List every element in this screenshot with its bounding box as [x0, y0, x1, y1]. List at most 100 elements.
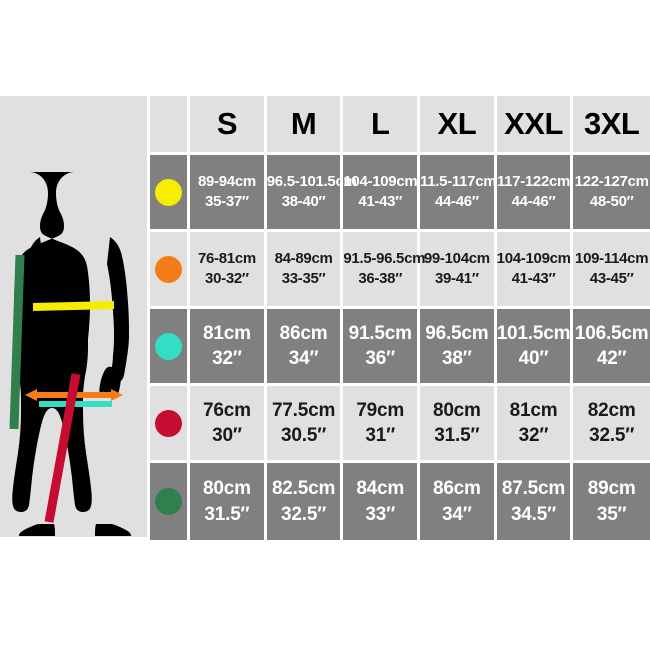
size-chart: S M L XL XXL 3XL 89-94cm 35-37″ 96.5-101… — [0, 96, 650, 540]
value-cm: 81cm — [203, 322, 251, 344]
value-inch: 30.5″ — [281, 425, 327, 446]
value-cm: 91.5cm — [348, 322, 412, 344]
value-cm: 76cm — [203, 399, 251, 421]
value-cm: 99-104cm — [423, 250, 490, 268]
value-inch: 35″ — [596, 503, 627, 525]
value-inch: 34″ — [442, 503, 472, 525]
value-cm: 80cm — [203, 478, 251, 500]
value-inch: 32″ — [212, 348, 242, 369]
cell-sleeve-l: 84cm 33″ — [343, 463, 421, 540]
value-inch: 32″ — [518, 425, 549, 446]
value-inch: 33″ — [365, 503, 396, 525]
value-cm: 117-122cm — [496, 173, 571, 191]
row-marker-cell-sleeve — [150, 463, 191, 540]
cell-sleeve-xxl: 87.5cm 34.5″ — [496, 463, 574, 540]
value-inch: 31″ — [365, 425, 396, 446]
cell-inside-leg-l: 79cm 31″ — [343, 386, 421, 463]
chest-marker-icon — [155, 178, 183, 206]
value-cm: 96.5cm — [425, 322, 489, 344]
sleeve-measure-line — [9, 254, 25, 430]
value-cm: 101.5cm — [496, 322, 571, 344]
value-cm: 82cm — [587, 399, 636, 421]
cell-waist-l: 91.5-96.5cm 36-38″ — [343, 232, 426, 309]
value-cm: 86cm — [279, 322, 328, 344]
header-marker-cell — [150, 96, 191, 155]
cell-chest-xxl: 117-122cm 44-46″ — [496, 155, 574, 232]
value-cm: 79cm — [356, 399, 405, 421]
value-inch: 42″ — [596, 348, 627, 369]
header-size-s[interactable]: S — [190, 96, 267, 155]
value-cm: 82.5cm — [271, 478, 336, 500]
header-size-3xl[interactable]: 3XL — [573, 96, 650, 155]
value-inch: 48-50″ — [589, 193, 634, 210]
cell-hip-xl: 96.5cm 38″ — [420, 309, 497, 386]
header-size-m[interactable]: M — [266, 96, 344, 155]
cell-inside-leg-s: 76cm 30″ — [190, 386, 267, 463]
sleeve-marker-icon — [155, 488, 183, 515]
cell-waist-xxl: 104-109cm 41-43″ — [496, 232, 574, 309]
value-inch: 34.5″ — [510, 503, 557, 525]
table-row: 76cm 30″ 77.5cm 30.5″ 79cm 31″ 80cm 31.5… — [0, 386, 650, 463]
male-silhouette-shape — [12, 172, 132, 536]
value-inch: 33-35″ — [281, 270, 326, 287]
cell-chest-s: 89-94cm 35-37″ — [190, 155, 267, 232]
value-inch: 32.5″ — [281, 503, 327, 525]
value-cm: 84-89cm — [274, 250, 333, 268]
header-size-xl[interactable]: XL — [420, 96, 497, 155]
value-cm: 76-81cm — [197, 250, 256, 268]
header-size-l[interactable]: L — [343, 96, 421, 155]
cell-inside-leg-xxl: 81cm 32″ — [496, 386, 574, 463]
value-inch: 44-46″ — [434, 193, 479, 210]
value-inch: 39-41″ — [434, 270, 479, 287]
header-size-xxl[interactable]: XXL — [496, 96, 574, 155]
value-inch: 31.5″ — [434, 425, 480, 446]
value-inch: 31.5″ — [204, 503, 250, 525]
value-inch: 38″ — [442, 348, 472, 369]
value-inch: 34″ — [288, 348, 319, 369]
value-cm: 11.5-117cm — [420, 173, 497, 191]
table-header-row: S M L XL XXL 3XL — [0, 96, 650, 540]
cell-waist-3xl: 109-114cm 43-45″ — [573, 232, 650, 309]
value-inch: 30″ — [212, 425, 242, 446]
chest-measure-line — [32, 301, 115, 311]
cell-inside-leg-3xl: 82cm 32.5″ — [573, 386, 650, 463]
table-row: 76-81cm 30-32″ 84-89cm 33-35″ 91.5-96.5c… — [0, 232, 650, 309]
table-row: 81cm 32″ 86cm 34″ 91.5cm 36″ 96.5cm 38″ … — [0, 309, 650, 386]
value-cm: 89-94cm — [197, 173, 256, 191]
cell-waist-m: 84-89cm 33-35″ — [266, 232, 344, 309]
row-marker-cell-waist — [150, 232, 191, 309]
value-cm: 91.5-96.5cm — [343, 250, 426, 268]
cell-hip-m: 86cm 34″ — [266, 309, 344, 386]
inside-leg-marker-icon — [155, 409, 183, 437]
value-cm: 86cm — [432, 478, 481, 500]
value-inch: 32.5″ — [589, 425, 635, 446]
cell-chest-m: 96.5-101.5cm 38-40″ — [266, 155, 357, 232]
cell-waist-s: 76-81cm 30-32″ — [190, 232, 267, 309]
cell-waist-xl: 99-104cm 39-41″ — [420, 232, 497, 309]
cell-sleeve-s: 80cm 31.5″ — [190, 463, 267, 540]
value-cm: 80cm — [432, 399, 481, 421]
value-inch: 30-32″ — [205, 270, 249, 287]
value-cm: 106.5cm — [574, 322, 649, 344]
cell-sleeve-xl: 86cm 34″ — [420, 463, 497, 540]
value-cm: 77.5cm — [271, 399, 336, 421]
cell-chest-l: 104-109cm 41-43″ — [343, 155, 421, 232]
cell-chest-xl: 11.5-117cm 44-46″ — [420, 155, 497, 232]
waist-marker-icon — [155, 255, 183, 283]
value-inch: 40″ — [518, 348, 549, 369]
value-inch: 41-43″ — [511, 270, 556, 287]
value-cm: 87.5cm — [501, 478, 566, 500]
cell-hip-l: 91.5cm 36″ — [343, 309, 421, 386]
value-cm: 122-127cm — [574, 173, 649, 191]
value-cm: 96.5-101.5cm — [266, 173, 357, 191]
size-chart-table: S M L XL XXL 3XL 89-94cm 35-37″ 96.5-101… — [0, 96, 650, 540]
table-row: 89-94cm 35-37″ 96.5-101.5cm 38-40″ 104-1… — [0, 155, 650, 232]
value-cm: 89cm — [587, 478, 636, 500]
waist-measure-line — [25, 389, 123, 401]
cell-sleeve-3xl: 89cm 35″ — [573, 463, 650, 540]
value-cm: 81cm — [509, 399, 558, 421]
value-inch: 43-45″ — [589, 270, 634, 287]
cell-hip-xxl: 101.5cm 40″ — [496, 309, 574, 386]
row-marker-cell-hip — [150, 309, 191, 386]
body-silhouette-diagram — [0, 152, 150, 536]
